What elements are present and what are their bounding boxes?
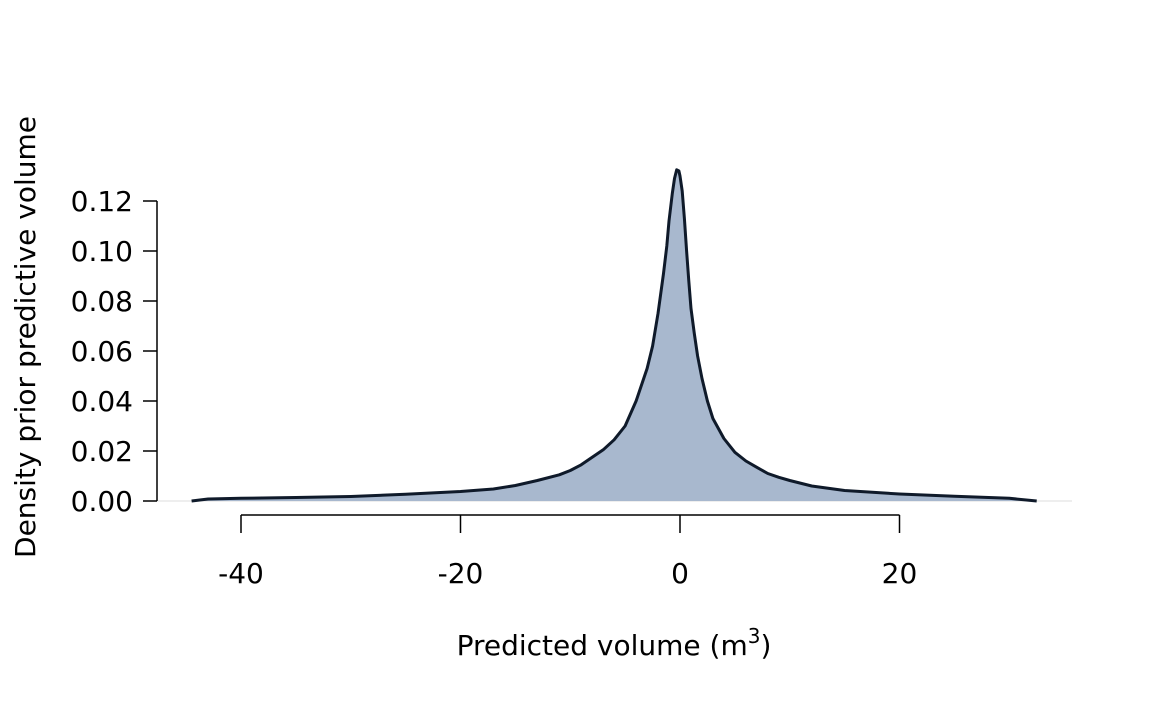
y-axis-title: Density prior predictive volume (9, 116, 42, 558)
y-tick-label: 0.04 (71, 385, 133, 418)
x-axis: -40 -20 0 20 (218, 514, 918, 590)
x-axis-title: Predicted volume (m3) (457, 624, 772, 662)
x-tick-label: -40 (218, 557, 264, 590)
y-tick-label: 0.10 (71, 235, 133, 268)
y-tick-label: 0.06 (71, 335, 133, 368)
y-axis: 0.00 0.02 0.04 0.06 0.08 0.10 0.12 (71, 185, 158, 518)
x-tick-label: -20 (438, 557, 484, 590)
y-tick-label: 0.08 (71, 285, 133, 318)
x-tick-label: 20 (882, 557, 918, 590)
y-tick-label: 0.00 (71, 485, 133, 518)
density-curve (191, 168, 1037, 503)
y-tick-label: 0.02 (71, 435, 133, 468)
x-tick-label: 0 (671, 557, 689, 590)
density-area (191, 169, 1037, 502)
y-tick-label: 0.12 (71, 185, 133, 218)
